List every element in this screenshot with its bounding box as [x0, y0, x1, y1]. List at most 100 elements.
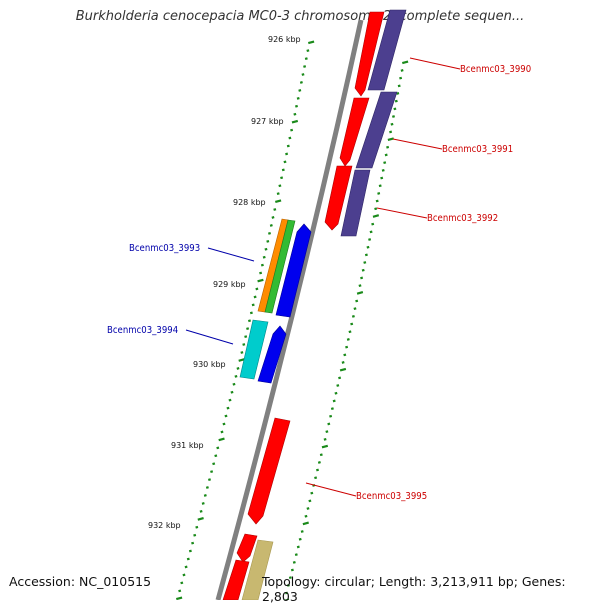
- map-title: Burkholderia cenocepacia MC0-3 chromosom…: [75, 9, 525, 24]
- tick-minor: [334, 391, 338, 395]
- gene-label-3993[interactable]: Bcenmc03_3993: [129, 243, 200, 254]
- tick-major: [218, 437, 225, 442]
- tick-minor: [293, 112, 297, 116]
- tick-minor: [262, 255, 266, 259]
- tick-minor: [281, 168, 285, 172]
- tick-minor: [325, 430, 329, 434]
- tick-minor: [290, 568, 294, 572]
- tick-minor: [212, 462, 216, 466]
- tick-label-926: 926 kbp: [268, 35, 301, 44]
- tick-minor: [353, 307, 357, 311]
- tick-minor: [332, 399, 336, 403]
- tick-major: [197, 517, 204, 521]
- gene-arrow-bcenmc03-3992[interactable]: [324, 165, 353, 231]
- tick-minor: [350, 322, 354, 326]
- tick-minor: [188, 549, 192, 553]
- tick-label-931: 931 kbp: [171, 441, 204, 450]
- gene-arrow-partial-2[interactable]: [222, 559, 250, 600]
- gene-arrow-bcenmc03-3993[interactable]: [275, 223, 312, 318]
- tick-minor: [369, 230, 373, 234]
- tick-minor: [308, 499, 312, 503]
- tick-minor: [178, 589, 182, 593]
- tick-minor: [253, 295, 257, 299]
- gene-labels: Bcenmc03_3990 Bcenmc03_3991 Bcenmc03_399…: [107, 64, 531, 502]
- tick-minor: [203, 494, 207, 497]
- tick-label-928: 928 kbp: [233, 198, 266, 207]
- tick-minor: [386, 145, 390, 149]
- tick-minor: [306, 507, 310, 510]
- gene-label-3991[interactable]: Bcenmc03_3991: [442, 144, 513, 155]
- tick-minor: [383, 161, 387, 165]
- tick-minor: [199, 509, 203, 513]
- tick-minor: [264, 247, 268, 251]
- tick-minor: [304, 514, 308, 518]
- tick-label-927: 927 kbp: [251, 117, 284, 126]
- tick-minor: [220, 430, 224, 434]
- tick-minor: [306, 49, 310, 53]
- gene-arrow-bcenmc03-3991[interactable]: [339, 97, 370, 167]
- tick-minor: [292, 560, 296, 564]
- tick-minor: [244, 335, 248, 339]
- tick-minor: [394, 99, 398, 103]
- gene-arrow-bcenmc03-3994[interactable]: [257, 325, 287, 384]
- tick-major: [257, 278, 264, 283]
- tick-ring: [176, 40, 409, 600]
- tick-minor: [232, 382, 236, 386]
- gene-label-3990[interactable]: Bcenmc03_3990: [460, 64, 531, 75]
- tick-minor: [180, 581, 184, 585]
- tick-label-930: 930 kbp: [193, 360, 226, 369]
- gene-arrow-bcenmc03-3990[interactable]: [354, 11, 385, 97]
- tick-minor: [266, 239, 270, 243]
- gene-label-3994[interactable]: Bcenmc03_3994: [107, 325, 178, 336]
- cog-block[interactable]: [355, 91, 398, 169]
- cog-ring: [241, 9, 407, 600]
- tick-minor: [286, 583, 290, 587]
- tick-major: [275, 199, 282, 204]
- tick-minor: [399, 76, 403, 80]
- tick-minor: [375, 199, 379, 203]
- tick-minor: [228, 398, 232, 402]
- leader-3991: [392, 138, 443, 150]
- cog-block-green[interactable]: [264, 219, 296, 314]
- tick-minor: [236, 367, 240, 370]
- tick-label-932: 932 kbp: [148, 521, 181, 530]
- tick-minor: [380, 176, 384, 180]
- tick-minor: [294, 104, 298, 108]
- tick-major: [307, 40, 315, 45]
- tick-minor: [351, 314, 355, 318]
- tick-major: [283, 598, 290, 600]
- tick-minor: [314, 476, 318, 480]
- tick-minor: [389, 130, 393, 134]
- tick-minor: [310, 491, 314, 495]
- tick-minor: [348, 330, 352, 334]
- tick-minor: [191, 541, 195, 545]
- cog-block-cyan[interactable]: [239, 319, 269, 380]
- gene-arrow-bcenmc03-3995[interactable]: [247, 417, 291, 525]
- cog-block[interactable]: [367, 9, 407, 91]
- leader-3993: [207, 247, 255, 262]
- tick-major: [339, 367, 347, 372]
- tick-minor: [330, 407, 334, 411]
- tick-labels: 926 kbp 927 kbp 928 kbp 929 kbp 930 kbp …: [148, 35, 301, 530]
- tick-minor: [255, 287, 259, 291]
- tick-minor: [384, 153, 388, 157]
- tick-minor: [210, 470, 214, 474]
- tick-minor: [276, 192, 280, 196]
- gene-label-3992[interactable]: Bcenmc03_3992: [427, 213, 498, 224]
- tick-major: [402, 60, 409, 65]
- tick-minor: [269, 224, 273, 227]
- tick-minor: [271, 216, 275, 219]
- cog-block[interactable]: [241, 539, 274, 600]
- tick-minor: [242, 343, 246, 346]
- tick-minor: [327, 422, 331, 426]
- tick-major: [291, 119, 299, 124]
- tick-minor: [205, 486, 209, 489]
- tick-minor: [300, 530, 304, 533]
- gene-label-3995[interactable]: Bcenmc03_3995: [356, 491, 427, 502]
- tick-minor: [273, 208, 277, 211]
- cog-block[interactable]: [340, 169, 371, 237]
- tick-minor: [397, 84, 401, 88]
- tick-minor: [304, 57, 308, 61]
- gene-arrow-partial[interactable]: [236, 533, 258, 563]
- tick-minor: [285, 152, 289, 156]
